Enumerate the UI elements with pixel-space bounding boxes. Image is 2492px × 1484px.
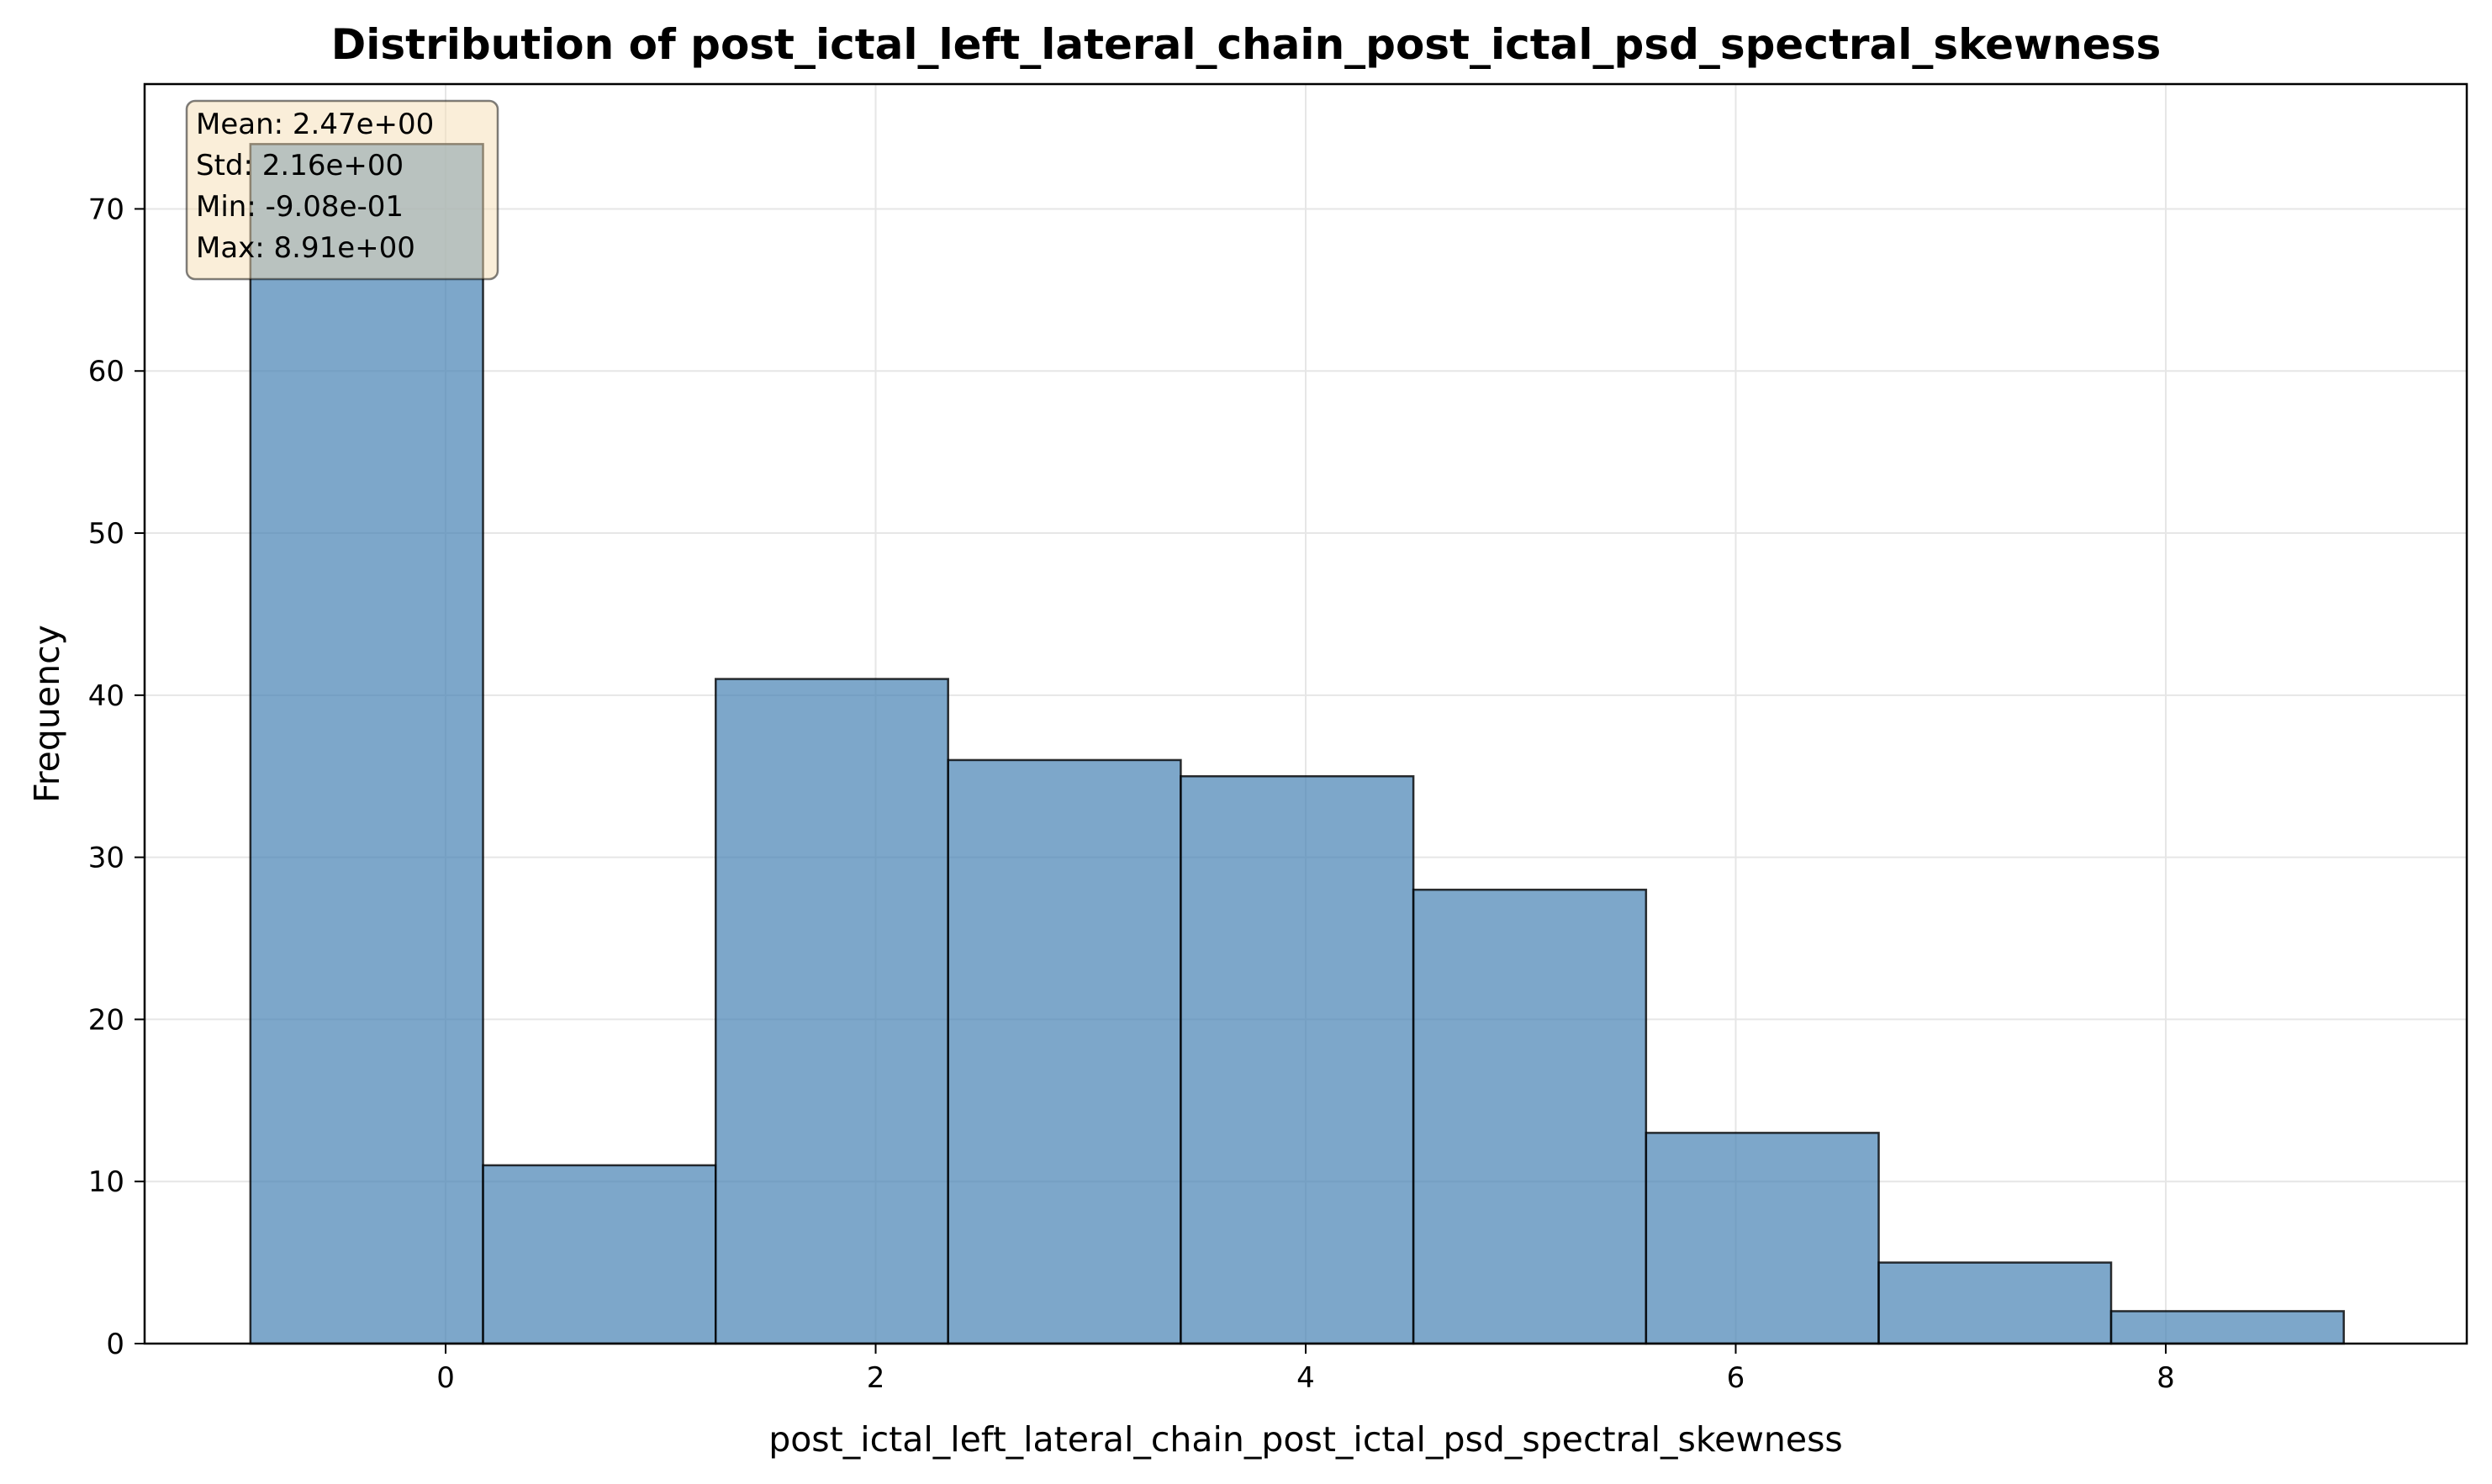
chart-title: Distribution of post_ictal_left_lateral_… — [331, 20, 2161, 69]
histogram-bar — [1412, 888, 1648, 1345]
histogram-bar — [249, 143, 484, 1345]
x-axis-label: post_ictal_left_lateral_chain_post_ictal… — [768, 1419, 1843, 1460]
y-tick-label: 0 — [106, 1328, 124, 1361]
x-tick-label: 2 — [867, 1361, 885, 1395]
stats-box: Mean: 2.47e+00 Std: 2.16e+00 Min: -9.08e… — [185, 99, 499, 281]
histogram-bar — [482, 1164, 717, 1345]
x-tick-label: 8 — [2157, 1361, 2175, 1395]
y-tick-label: 70 — [88, 193, 124, 226]
stats-mean: Mean: 2.47e+00 — [196, 108, 434, 141]
histogram-bar — [2109, 1310, 2345, 1345]
y-tick-label: 60 — [88, 355, 124, 388]
stats-box-background — [185, 99, 499, 281]
histogram-bar — [1877, 1261, 2113, 1345]
y-axis: 0 10 20 30 40 50 60 70 — [88, 193, 145, 1361]
stats-max: Max: 8.91e+00 — [196, 231, 415, 265]
histogram-bar — [1645, 1132, 1880, 1345]
x-axis: 0 2 4 6 8 — [436, 1344, 2175, 1395]
y-tick-label: 20 — [88, 1003, 124, 1037]
bars-layer — [249, 143, 2345, 1345]
x-tick-label: 0 — [436, 1361, 455, 1395]
stats-std: Std: 2.16e+00 — [196, 149, 404, 182]
histogram-bar — [1180, 774, 1415, 1345]
y-tick-label: 50 — [88, 517, 124, 551]
histogram-bar — [947, 758, 1182, 1345]
x-tick-label: 6 — [1727, 1361, 1745, 1395]
y-tick-label: 30 — [88, 842, 124, 875]
histogram-bar — [714, 678, 949, 1345]
y-tick-label: 10 — [88, 1165, 124, 1199]
y-axis-label: Frequency — [27, 625, 67, 803]
y-tick-label: 40 — [88, 679, 124, 713]
stats-min: Min: -9.08e-01 — [196, 190, 404, 224]
x-tick-label: 4 — [1296, 1361, 1315, 1395]
